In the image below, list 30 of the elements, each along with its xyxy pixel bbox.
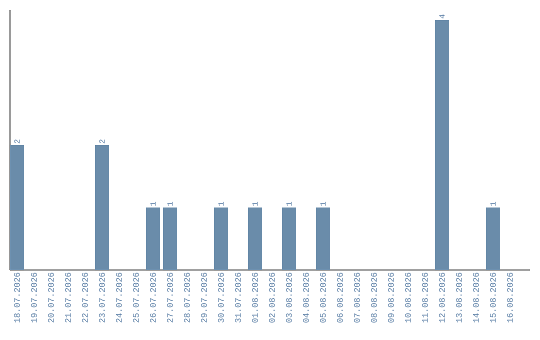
x-tick-label: 31.07.2026 [235,272,241,322]
x-tick-label: 28.07.2026 [184,272,190,322]
x-tick-label: 05.08.2026 [320,272,326,322]
x-tick-label: 23.07.2026 [99,272,105,322]
x-tick-label: 24.07.2026 [116,272,122,322]
x-tick-label: 18.07.2026 [14,272,20,322]
x-tick-label: 26.07.2026 [150,272,156,322]
x-tick-label: 08.08.2026 [371,272,377,322]
x-tick-label: 12.08.2026 [439,272,445,322]
x-tick-label: 01.08.2026 [252,272,258,322]
x-tick-label: 06.08.2026 [337,272,343,322]
x-tick-label: 27.07.2026 [167,272,173,322]
x-tick-label: 04.08.2026 [303,272,309,322]
x-tick-label: 16.08.2026 [507,272,513,322]
x-tick-label: 07.08.2026 [354,272,360,322]
x-tick-label: 19.07.2026 [31,272,37,322]
x-tick-label: 22.07.2026 [82,272,88,322]
x-tick-label: 30.07.2026 [218,272,224,322]
x-tick-label: 29.07.2026 [201,272,207,322]
x-tick-label: 10.08.2026 [405,272,411,322]
x-tick-label: 20.07.2026 [48,272,54,322]
x-tick-label: 21.07.2026 [65,272,71,322]
x-tick-label: 02.08.2026 [269,272,275,322]
x-tick-label: 15.08.2026 [490,272,496,322]
x-tick-label: 13.08.2026 [456,272,462,322]
x-tick-label: 11.08.2026 [422,272,428,322]
x-tick-label: 14.08.2026 [473,272,479,322]
x-tick-label: 25.07.2026 [133,272,139,322]
x-tick-label: 09.08.2026 [388,272,394,322]
x-tick-label: 03.08.2026 [286,272,292,322]
